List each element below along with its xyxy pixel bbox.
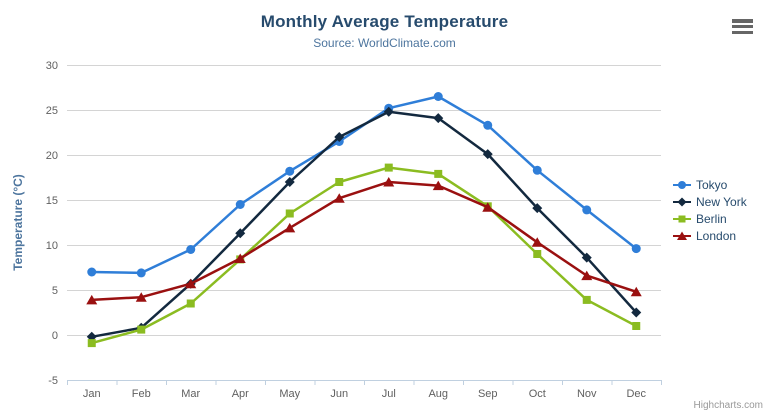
data-point-new-york[interactable] [334, 132, 345, 142]
data-point-tokyo[interactable] [433, 92, 443, 101]
data-point-berlin[interactable] [434, 169, 443, 178]
y-tick-label: -5 [48, 375, 58, 387]
y-axis-title: Temperature (°C) [11, 174, 25, 271]
chart-subtitle: Source: WorldClimate.com [313, 36, 456, 50]
data-point-tokyo[interactable] [483, 120, 493, 130]
export-menu-button[interactable] [732, 19, 753, 34]
data-point-berlin[interactable] [632, 322, 641, 330]
x-tick-label: Jun [330, 388, 348, 400]
data-point-london[interactable] [234, 253, 246, 264]
y-tick-label: 25 [46, 105, 58, 117]
series-line-berlin [90, 166, 638, 345]
data-point-berlin[interactable] [87, 339, 96, 348]
data-point-tokyo[interactable] [285, 166, 295, 176]
data-point-new-york[interactable] [631, 307, 642, 318]
data-point-berlin[interactable] [285, 209, 294, 218]
legend-item-new-york[interactable]: New York [672, 193, 747, 210]
data-point-new-york[interactable] [284, 177, 295, 187]
data-point-tokyo[interactable] [235, 200, 245, 209]
series-line-new-york [90, 110, 638, 339]
legend-symbol-london[interactable] [677, 231, 687, 240]
x-tick-label: Aug [428, 388, 448, 400]
data-point-berlin[interactable] [384, 163, 393, 172]
legend-item-berlin[interactable]: Berlin [672, 210, 747, 227]
data-point-new-york[interactable] [433, 113, 444, 124]
hamburger-icon [732, 24, 753, 29]
berlin-series-marker-icon [673, 215, 691, 222]
series-line-tokyo [90, 95, 638, 275]
x-tick-label: Jul [382, 388, 396, 400]
data-point-new-york[interactable] [581, 252, 592, 263]
data-point-berlin[interactable] [335, 178, 344, 186]
legend-symbol-new-york[interactable] [677, 197, 687, 206]
x-tick-label: Apr [232, 388, 249, 400]
data-point-tokyo[interactable] [532, 165, 542, 175]
data-point-tokyo[interactable] [186, 245, 196, 254]
data-point-berlin[interactable] [533, 250, 542, 258]
tokyo-series-marker-icon [673, 180, 691, 189]
chart-title: Monthly Average Temperature [260, 12, 509, 31]
data-point-tokyo[interactable] [87, 267, 97, 277]
data-point-london[interactable] [482, 202, 494, 212]
data-point-london[interactable] [432, 180, 444, 191]
data-point-london[interactable] [185, 278, 197, 289]
x-tick-label: Nov [577, 388, 597, 400]
y-tick-label: 20 [46, 150, 58, 162]
data-point-london[interactable] [630, 286, 642, 297]
legend-symbol-tokyo[interactable] [678, 180, 686, 189]
x-tick-label: Oct [529, 388, 546, 400]
data-point-london[interactable] [333, 193, 345, 203]
legend: Tokyo New York Berlin London [672, 176, 747, 244]
legend-label: New York [696, 194, 747, 209]
x-tick-label: Dec [626, 388, 646, 400]
y-tick-label: 15 [46, 195, 58, 207]
highcharts-credit-link[interactable]: Highcharts.com [693, 400, 763, 411]
data-point-new-york[interactable] [235, 228, 246, 239]
y-tick-label: 10 [46, 240, 58, 252]
data-point-berlin[interactable] [582, 295, 591, 304]
legend-item-london[interactable]: London [672, 227, 747, 244]
x-tick-label: Sep [478, 388, 498, 400]
x-tick-label: Mar [181, 388, 200, 400]
series-line-london [90, 180, 638, 302]
data-point-london[interactable] [531, 237, 543, 247]
hamburger-icon [732, 30, 753, 34]
data-point-tokyo[interactable] [631, 244, 641, 254]
new-york-series-marker-icon [673, 197, 691, 206]
data-point-tokyo[interactable] [136, 268, 146, 278]
x-tick-label: May [279, 388, 300, 400]
y-tick-label: 0 [52, 330, 58, 342]
data-point-berlin[interactable] [186, 299, 195, 308]
y-tick-label: 30 [46, 60, 58, 72]
data-point-new-york[interactable] [383, 106, 394, 117]
data-point-london[interactable] [284, 222, 296, 233]
y-tick-label: 5 [52, 285, 58, 297]
legend-label: London [696, 228, 737, 243]
x-tick-label: Jan [83, 388, 101, 400]
legend-item-tokyo[interactable]: Tokyo [672, 176, 747, 193]
data-point-london[interactable] [86, 294, 98, 305]
legend-label: Berlin [696, 211, 727, 226]
legend-symbol-berlin[interactable] [678, 215, 686, 222]
legend-label: Tokyo [696, 177, 728, 192]
data-point-berlin[interactable] [137, 325, 146, 334]
hamburger-icon [732, 19, 753, 23]
data-point-new-york[interactable] [532, 203, 543, 214]
data-point-london[interactable] [581, 270, 593, 281]
data-point-london[interactable] [135, 292, 147, 302]
data-point-new-york[interactable] [482, 149, 493, 160]
x-tick-label: Feb [132, 388, 151, 400]
london-series-marker-icon [673, 231, 691, 240]
data-point-tokyo[interactable] [582, 205, 592, 215]
data-point-london[interactable] [383, 177, 395, 187]
